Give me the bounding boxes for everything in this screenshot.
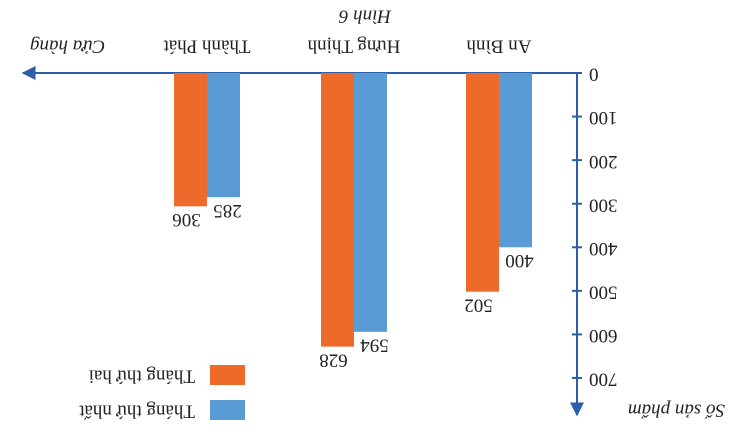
value-label: 628 [319, 349, 348, 370]
y-tick-label: 200 [589, 151, 618, 172]
value-label: 502 [464, 294, 493, 315]
legend-swatch [210, 365, 245, 385]
y-tick-label: 100 [589, 107, 618, 128]
y-tick-label: 500 [589, 281, 618, 302]
y-tick-label: 600 [589, 325, 618, 346]
bar [321, 73, 354, 347]
x-tick-label: Thành Phát [163, 36, 251, 57]
legend-label: Tháng thứ hai [89, 366, 195, 387]
y-axis-label: Số sản phẩm [628, 400, 725, 421]
value-label: 306 [172, 209, 201, 230]
bar [354, 73, 387, 332]
value-label: 285 [213, 200, 242, 221]
bar [207, 73, 240, 198]
y-tick-label: 700 [589, 369, 618, 390]
legend-label: Tháng thứ nhất [78, 401, 195, 422]
chart-title: Hình 6 [338, 6, 392, 27]
legend-swatch [210, 400, 245, 420]
value-label: 400 [505, 250, 534, 271]
y-tick-label: 300 [589, 194, 618, 215]
y-tick-label: 400 [589, 238, 618, 259]
bar [174, 73, 207, 207]
x-tick-label: Hưng Thịnh [307, 36, 400, 57]
value-label: 594 [360, 334, 389, 355]
bar [499, 73, 532, 248]
x-tick-label: An Bình [466, 36, 531, 57]
y-tick-label: 0 [589, 64, 599, 85]
bar [466, 73, 499, 292]
x-axis-label: Cửa hàng [30, 36, 105, 57]
